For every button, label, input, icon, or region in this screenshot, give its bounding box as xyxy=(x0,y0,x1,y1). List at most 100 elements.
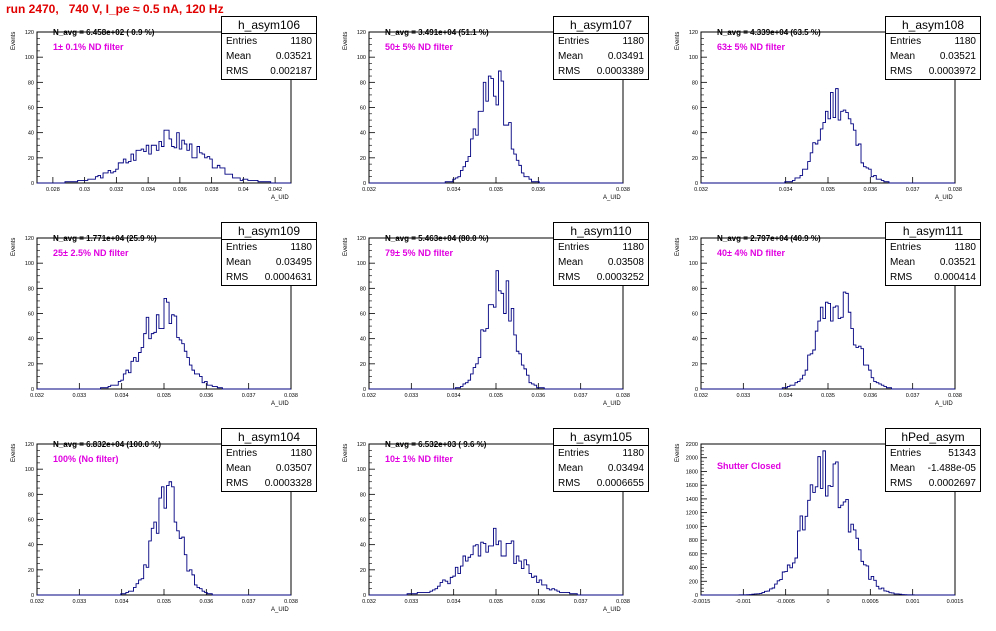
stats-value: 0.000414 xyxy=(934,272,976,283)
navg-label: N_avg = 1.771e+04 (25.9 %) xyxy=(53,234,157,243)
stats-row-entries: Entries 1180 xyxy=(554,240,648,255)
x-tick-label: 0.033 xyxy=(404,393,418,399)
x-tick-label: 0.036 xyxy=(863,187,877,193)
y-tick-label: 100 xyxy=(25,467,34,473)
y-axis-title: Events xyxy=(675,443,681,462)
stats-row-rms: RMS 0.0004631 xyxy=(222,270,316,285)
stats-row-rms: RMS 0.0003252 xyxy=(554,270,648,285)
stats-row-entries: Entries 1180 xyxy=(222,446,316,461)
y-tick-label: 100 xyxy=(357,467,366,473)
y-axis-title: Events xyxy=(11,31,17,50)
filter-label: Shutter Closed xyxy=(717,461,782,471)
stats-value: 0.03521 xyxy=(939,257,976,268)
y-tick-label: 600 xyxy=(689,552,698,558)
stats-key: Entries xyxy=(890,36,922,47)
x-tick-label: 0.034 xyxy=(115,393,129,399)
x-tick-label: 0.035 xyxy=(489,599,503,605)
y-axis-title: Events xyxy=(343,443,349,462)
histogram-name: h_asym107 xyxy=(554,17,648,34)
stats-key: Mean xyxy=(226,463,252,474)
y-tick-label: 120 xyxy=(357,442,366,448)
y-tick-label: 80 xyxy=(28,80,34,86)
stats-value: 0.03507 xyxy=(275,463,312,474)
stats-value: 0.03521 xyxy=(275,51,312,62)
stats-value: 0.03494 xyxy=(607,463,644,474)
y-tick-label: 20 xyxy=(692,156,698,162)
stats-key: Mean xyxy=(558,51,584,62)
stats-row-entries: Entries 1180 xyxy=(222,34,316,49)
histogram-panel-h_asym111: 0 20 40 60 80 100 120 0.032 0.033 0.034 0.035 0.036… xyxy=(664,218,996,425)
y-tick-label: 40 xyxy=(28,337,34,343)
stats-value: 1180 xyxy=(622,36,644,47)
histogram-plot: 0 20 40 60 80 100 120 0.032 0.033 0.034 0.035 0.036… xyxy=(357,236,630,399)
page-title: run 2470, 740 V, I_pe ≈ 0.5 nA, 120 Hz xyxy=(6,2,224,16)
x-tick-label: 0.038 xyxy=(948,187,962,193)
y-tick-label: 80 xyxy=(692,286,698,292)
navg-label: N_avg = 6.458e+02 ( 0.9 %) xyxy=(53,28,155,37)
stats-key: Entries xyxy=(226,242,258,253)
filter-label: 40± 4% ND filter xyxy=(717,248,785,258)
histogram-name: h_asym106 xyxy=(222,17,316,34)
x-tick-label: 0.037 xyxy=(242,393,256,399)
y-tick-label: 120 xyxy=(25,30,34,36)
stats-value: 1180 xyxy=(622,448,644,459)
stats-key: RMS xyxy=(226,272,249,283)
x-tick-label: 0.035 xyxy=(157,393,171,399)
x-tick-label: 0.036 xyxy=(199,599,213,605)
y-tick-label: 1400 xyxy=(686,497,698,503)
y-tick-label: 200 xyxy=(689,579,698,585)
y-tick-label: 0 xyxy=(695,181,698,187)
y-tick-label: 80 xyxy=(360,80,366,86)
y-tick-label: 40 xyxy=(692,131,698,137)
stats-box: h_asym105 Entries 1180 Mean 0.03494 RMS 0.0006… xyxy=(553,428,649,492)
stats-row-entries: Entries 1180 xyxy=(886,240,980,255)
stats-row-rms: RMS 0.0002697 xyxy=(886,476,980,491)
x-tick-label: 0.034 xyxy=(779,187,793,193)
stats-row-entries: Entries 51343 xyxy=(886,446,980,461)
y-axis-title: Events xyxy=(343,237,349,256)
histogram-panel-h_asym109: 0 20 40 60 80 100 120 0.032 0.033 0.034 0.035 0.036… xyxy=(0,218,332,425)
navg-label: N_avg = 4.339e+04 (63.5 %) xyxy=(717,28,821,37)
stats-key: Entries xyxy=(226,448,258,459)
x-tick-label: 0.036 xyxy=(863,393,877,399)
histogram-line xyxy=(37,481,291,596)
histogram-name: h_asym104 xyxy=(222,429,316,446)
stats-value: 1180 xyxy=(290,36,312,47)
y-tick-label: 60 xyxy=(28,106,34,112)
histogram-line xyxy=(37,129,291,184)
navg-label: N_avg = 2.797e+04 (40.9 %) xyxy=(717,234,821,243)
y-tick-label: 0 xyxy=(695,593,698,599)
stats-value: 0.0002697 xyxy=(928,478,976,489)
stats-row-mean: Mean 0.03521 xyxy=(886,49,980,64)
y-tick-label: 60 xyxy=(692,106,698,112)
x-tick-label: 0.032 xyxy=(694,393,708,399)
stats-row-rms: RMS 0.0003389 xyxy=(554,64,648,79)
y-tick-label: 60 xyxy=(360,518,366,524)
x-tick-label: 0.032 xyxy=(30,599,44,605)
histogram-name: h_asym105 xyxy=(554,429,648,446)
y-tick-label: 100 xyxy=(25,55,34,61)
stats-value: 1180 xyxy=(954,242,976,253)
y-tick-label: 40 xyxy=(360,131,366,137)
histogram-panel-h_asym108: 0 20 40 60 80 100 120 0.032 0.034 0.035 0.036 0.037… xyxy=(664,12,996,219)
stats-row-rms: RMS 0.0006655 xyxy=(554,476,648,491)
x-tick-label: 0.033 xyxy=(72,599,86,605)
x-tick-label: 0.028 xyxy=(46,187,60,193)
x-axis-title: A_UID xyxy=(603,607,621,613)
y-tick-label: 60 xyxy=(360,312,366,318)
y-tick-label: 400 xyxy=(689,566,698,572)
y-tick-label: 60 xyxy=(28,518,34,524)
y-tick-label: 100 xyxy=(357,55,366,61)
filter-label: 79± 5% ND filter xyxy=(385,248,453,258)
x-tick-label: 0.037 xyxy=(574,393,588,399)
x-tick-label: 0.032 xyxy=(362,599,376,605)
histogram-line xyxy=(701,88,955,184)
filter-label: 1± 0.1% ND filter xyxy=(53,42,124,52)
histogram-line xyxy=(369,270,623,390)
y-tick-label: 20 xyxy=(28,568,34,574)
x-tick-label: 0.032 xyxy=(694,187,708,193)
x-tick-label: 0.033 xyxy=(404,599,418,605)
stats-row-mean: Mean 0.03521 xyxy=(222,49,316,64)
stats-key: Entries xyxy=(558,36,590,47)
stats-key: Mean xyxy=(890,51,916,62)
